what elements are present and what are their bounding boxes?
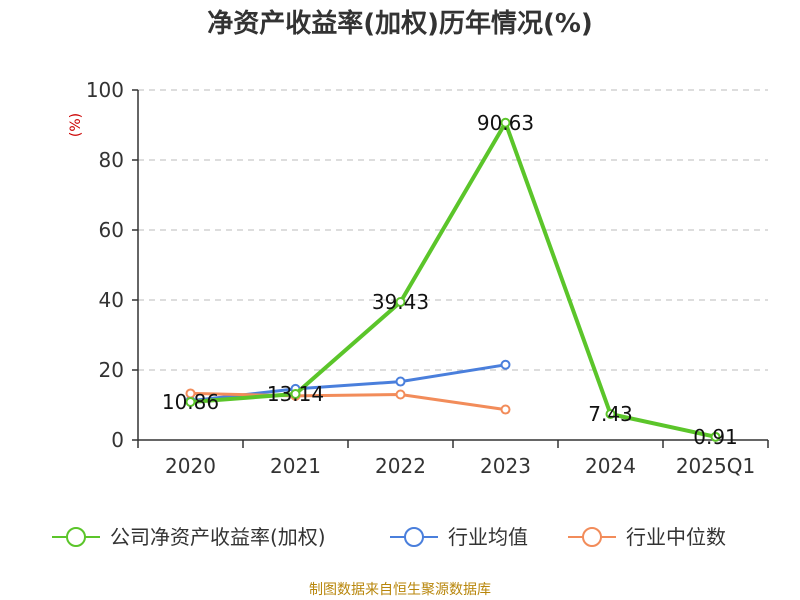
legend-marker [582,527,602,547]
x-tick-label: 2025Q1 [676,454,755,478]
series-line-0 [188,120,718,439]
data-label: 10.86 [162,390,219,414]
grid-layer [138,89,768,371]
series-layer [185,117,721,442]
y-tick-label: 40 [99,288,124,312]
x-tick-label: 2020 [165,454,216,478]
series-point-0 [290,389,301,400]
axis-layer: 0 20 40 60 80 100 2020 2021 2022 2023 2024 2025Q1 [86,78,769,478]
x-tick-label: 2023 [480,454,531,478]
x-tick-label: 2021 [270,454,321,478]
legend-marker [66,527,86,547]
series-line-2 [189,391,507,412]
data-label-layer: 10.86 13.14 39.43 90.63 7.43 0.91 [162,111,738,449]
y-axis-unit: (%) [68,113,84,137]
legend-item-2[interactable]: 行业中位数 [568,525,726,549]
y-tick-label: 20 [99,358,124,382]
series-point-0 [605,408,616,419]
series-point-2 [500,404,511,415]
y-tick-label: 60 [99,218,124,242]
x-tick-label: 2022 [375,454,426,478]
data-label: 13.14 [267,382,324,406]
legend-label: 公司净资产收益率(加权) [110,525,326,549]
legend-label: 行业均值 [448,525,528,549]
series-point-0 [500,117,511,128]
y-tick-label: 0 [111,428,124,452]
series-point-2 [395,389,406,400]
chart-title: 净资产收益率(加权)历年情况(%) [207,8,593,39]
y-tick-label: 100 [86,78,124,102]
series-point-0 [395,296,406,307]
legend-item-0[interactable]: 公司净资产收益率(加权) [52,525,326,549]
data-label: 7.43 [588,402,633,426]
legend-label: 行业中位数 [626,525,726,549]
series-point-1 [395,376,406,387]
data-label: 0.91 [693,425,738,449]
source-note: 制图数据来自恒生聚源数据库 [309,582,491,598]
legend-marker [404,527,424,547]
legend: 公司净资产收益率(加权) 行业均值 行业中位数 [52,525,726,549]
x-tick-label: 2024 [585,454,636,478]
series-point-1 [500,359,511,370]
data-label: 90.63 [477,111,534,135]
y-tick-label: 80 [99,148,124,172]
legend-item-1[interactable]: 行业均值 [390,525,528,549]
series-point-0 [185,396,196,407]
series-point-0 [710,431,721,442]
data-label: 39.43 [372,290,429,314]
